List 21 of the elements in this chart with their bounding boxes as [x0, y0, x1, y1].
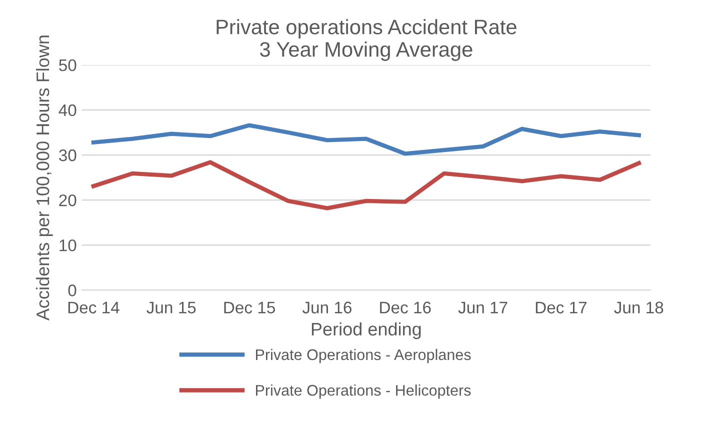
x-tick-label: Dec 16: [380, 302, 431, 314]
legend-label: Private Operations - Aeroplanes: [256, 348, 471, 364]
x-axis-title: Period ending: [312, 322, 421, 340]
x-tick-label: Jun 16: [302, 302, 352, 314]
y-axis-title: Accidents per 100,000 Hours Flown: [36, 36, 53, 320]
y-tick-label: 40: [58, 104, 76, 116]
x-tick-label: Jun 15: [146, 302, 196, 314]
line-series: [91, 123, 641, 156]
chart-title: Private operations Accident Rate 3 Year Moving Average: [216, 19, 516, 61]
x-tick-label: Jun 18: [614, 302, 664, 314]
x-tick-label: Jun 17: [458, 302, 508, 314]
y-tick-label: 50: [59, 59, 76, 72]
x-tick-label: Dec 15: [224, 302, 275, 314]
x-tick-label: Dec 14: [68, 302, 120, 314]
y-tick-label: 30: [59, 149, 76, 162]
y-tick-label: 0: [68, 284, 76, 296]
y-tick-label: 10: [60, 239, 76, 252]
x-tick-label: Dec 17: [536, 302, 587, 314]
legend-label: Private Operations - Helicopters: [256, 384, 471, 399]
line-series: [91, 160, 641, 210]
y-tick-label: 20: [59, 194, 76, 206]
